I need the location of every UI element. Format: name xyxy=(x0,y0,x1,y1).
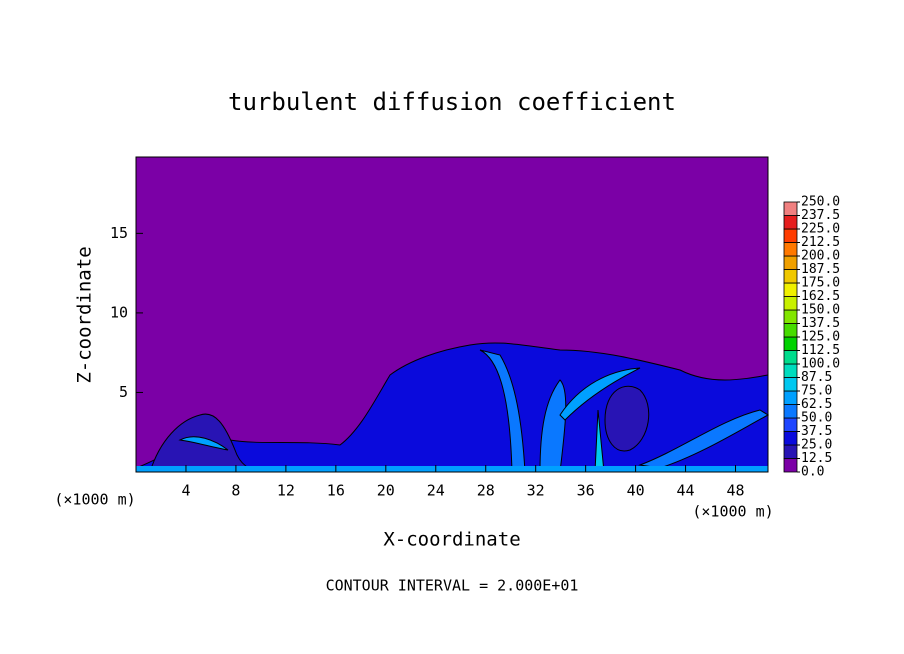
colorbar-label: 87.5 xyxy=(801,370,832,385)
colorbar-label: 25.0 xyxy=(801,438,832,453)
footnote: CONTOUR INTERVAL = 2.000E+01 xyxy=(326,577,579,595)
colorbar-label: 162.5 xyxy=(801,289,840,304)
x-axis-label: X-coordinate xyxy=(383,529,520,551)
colorbar-box xyxy=(783,269,798,284)
colorbar-box xyxy=(783,336,798,351)
x-tick-label: 24 xyxy=(427,482,445,500)
colorbar-box xyxy=(783,228,798,243)
colorbar-box xyxy=(783,255,798,270)
colorbar-label: 37.5 xyxy=(801,424,832,439)
colorbar-box xyxy=(783,309,798,324)
plot-frame xyxy=(135,156,769,473)
x-tick-label: 16 xyxy=(327,482,345,500)
x-tick-label: 28 xyxy=(477,482,495,500)
colorbar-label: 250.0 xyxy=(801,195,840,210)
colorbar-box xyxy=(783,458,798,473)
colorbar-box xyxy=(783,431,798,446)
colorbar-label: 50.0 xyxy=(801,411,832,426)
colorbar-box xyxy=(783,417,798,432)
field-region xyxy=(638,409,769,469)
x-tick-label: 48 xyxy=(726,482,744,500)
colorbar-label: 0.0 xyxy=(801,465,824,480)
field-bottom xyxy=(136,466,768,472)
colorbar-label: 12.5 xyxy=(801,451,832,466)
colorbar-box xyxy=(783,444,798,459)
x-unit-right: (×1000 m) xyxy=(692,503,773,521)
colorbar-label: 137.5 xyxy=(801,316,840,331)
colorbar-box xyxy=(783,201,798,216)
colorbar-label: 200.0 xyxy=(801,249,840,264)
colorbar-box xyxy=(783,242,798,257)
field-region xyxy=(539,379,567,473)
colorbar-label: 112.5 xyxy=(801,343,840,358)
x-tick-label: 44 xyxy=(677,482,695,500)
colorbar-label: 62.5 xyxy=(801,397,832,412)
colorbar-label: 212.5 xyxy=(801,235,840,250)
y-tick-label: 5 xyxy=(119,383,128,401)
colorbar-box xyxy=(783,363,798,378)
y-axis-label: Z-coordinate xyxy=(74,246,96,383)
x-tick-label: 8 xyxy=(231,482,240,500)
colorbar-label: 225.0 xyxy=(801,222,840,237)
y-tick-label: 10 xyxy=(110,303,128,321)
colorbar-box xyxy=(783,390,798,405)
colorbar-label: 150.0 xyxy=(801,303,840,318)
x-tick-label: 12 xyxy=(277,482,295,500)
colorbar-box xyxy=(783,215,798,230)
x-tick-label: 20 xyxy=(377,482,395,500)
colorbar-label: 100.0 xyxy=(801,357,840,372)
field-region xyxy=(604,385,650,452)
field-region xyxy=(559,367,641,421)
chart-title: turbulent diffusion coefficient xyxy=(228,88,676,116)
colorbar-label: 75.0 xyxy=(801,384,832,399)
colorbar-box xyxy=(783,282,798,297)
colorbar-label: 175.0 xyxy=(801,276,840,291)
x-tick-label: 36 xyxy=(577,482,595,500)
colorbar-box xyxy=(783,350,798,365)
x-tick-label: 4 xyxy=(181,482,190,500)
x-tick-label: 32 xyxy=(527,482,545,500)
colorbar-box xyxy=(783,377,798,392)
colorbar-box xyxy=(783,323,798,338)
colorbar-label: 187.5 xyxy=(801,262,840,277)
colorbar-label: 125.0 xyxy=(801,330,840,345)
x-tick-label: 40 xyxy=(627,482,645,500)
x-unit-left: (×1000 m) xyxy=(54,491,135,509)
y-tick-label: 15 xyxy=(110,224,128,242)
colorbar-box xyxy=(783,404,798,419)
colorbar-box xyxy=(783,296,798,311)
colorbar-label: 237.5 xyxy=(801,208,840,223)
field-region xyxy=(178,436,229,451)
